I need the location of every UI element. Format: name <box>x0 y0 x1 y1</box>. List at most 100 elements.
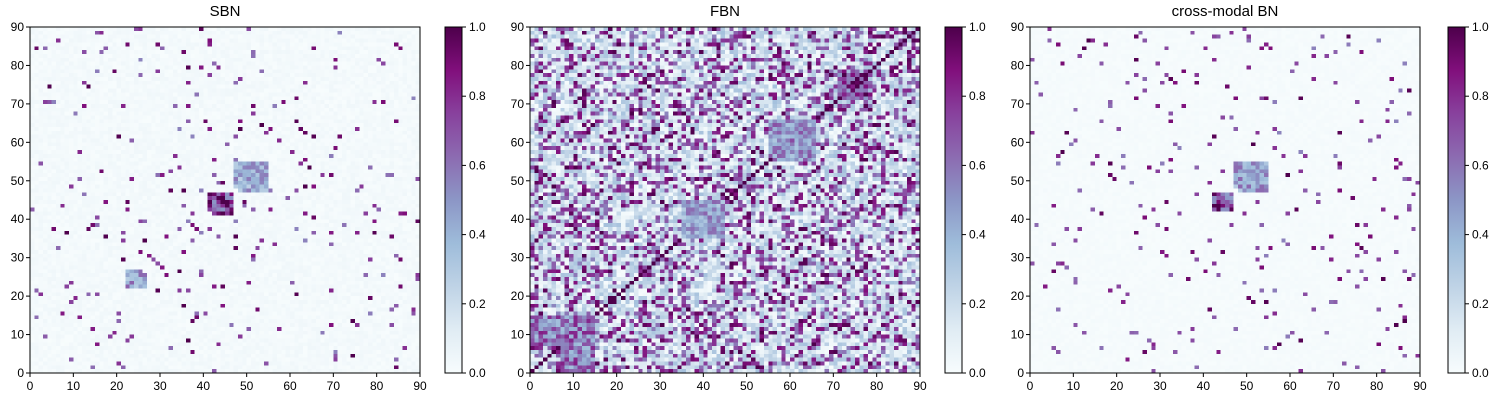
heatmap-cell <box>199 242 203 246</box>
heatmap-cell <box>329 227 333 231</box>
heatmap-cell <box>173 200 177 204</box>
heatmap-cell <box>182 158 186 162</box>
heatmap-cell <box>130 308 134 312</box>
heatmap-cell <box>117 269 121 273</box>
heatmap-cell <box>56 262 60 266</box>
heatmap-cell <box>156 177 160 181</box>
heatmap-cell <box>394 219 398 223</box>
heatmap-cell <box>303 285 307 289</box>
heatmap-cell <box>225 177 229 181</box>
heatmap-cell <box>359 327 363 331</box>
heatmap-cell <box>342 169 346 173</box>
heatmap-cell <box>316 323 320 327</box>
heatmap-cell <box>307 304 311 308</box>
heatmap-cell <box>47 188 51 192</box>
heatmap-cell <box>372 361 376 365</box>
heatmap-cell <box>186 246 190 250</box>
heatmap-cell <box>34 223 38 227</box>
heatmap-cell <box>381 296 385 300</box>
heatmap-cell <box>221 215 225 219</box>
heatmap-cell <box>394 358 398 362</box>
heatmap-cell <box>95 331 99 335</box>
heatmap-cell <box>260 327 264 331</box>
heatmap-cell <box>91 188 95 192</box>
heatmap-cell <box>251 323 255 327</box>
heatmap-cell <box>212 219 216 223</box>
heatmap-cell <box>364 235 368 239</box>
heatmap-cell <box>138 246 142 250</box>
heatmap-cell <box>364 273 368 277</box>
heatmap-cell <box>203 277 207 281</box>
heatmap-cell <box>69 227 73 231</box>
heatmap-cell <box>277 227 281 231</box>
heatmap-cell <box>381 365 385 369</box>
heatmap-cell <box>130 177 134 181</box>
heatmap-cell <box>182 212 186 216</box>
heatmap-cell <box>255 235 259 239</box>
heatmap-cell <box>125 223 129 227</box>
heatmap-cell <box>216 361 220 365</box>
heatmap-cell <box>368 223 372 227</box>
heatmap-cell <box>78 308 82 312</box>
heatmap-cell <box>377 215 381 219</box>
heatmap-cell <box>182 246 186 250</box>
heatmap-cell <box>303 269 307 273</box>
heatmap-cell <box>108 319 112 323</box>
heatmap-cell <box>247 346 251 350</box>
heatmap-cell <box>134 327 138 331</box>
heatmap-cell <box>390 350 394 354</box>
heatmap-cell <box>221 250 225 254</box>
heatmap-cell <box>320 235 324 239</box>
heatmap-cell <box>39 358 43 362</box>
heatmap-cell <box>411 331 415 335</box>
heatmap-cell <box>156 246 160 250</box>
heatmap-cell <box>73 169 77 173</box>
heatmap-cell <box>186 254 190 258</box>
heatmap-cell <box>390 215 394 219</box>
heatmap-cell <box>130 165 134 169</box>
heatmap-cell <box>86 342 90 346</box>
heatmap-cell <box>30 204 34 208</box>
heatmap-cell <box>342 265 346 269</box>
heatmap-cell <box>316 281 320 285</box>
heatmap-cell <box>359 235 363 239</box>
heatmap-cell <box>82 296 86 300</box>
heatmap-cell <box>212 292 216 296</box>
heatmap-cell <box>43 235 47 239</box>
heatmap-cell <box>82 177 86 181</box>
heatmap-cell <box>43 231 47 235</box>
heatmap-cell <box>104 277 108 281</box>
heatmap-cell <box>229 365 233 369</box>
heatmap-cell <box>65 177 69 181</box>
heatmap-cell <box>134 242 138 246</box>
heatmap-cell <box>104 200 108 204</box>
heatmap-cell <box>199 204 203 208</box>
heatmap-cell <box>359 208 363 212</box>
heatmap-cell <box>312 250 316 254</box>
heatmap-cell <box>125 235 129 239</box>
heatmap-cell <box>290 227 294 231</box>
heatmap-cell <box>186 250 190 254</box>
heatmap-cell <box>307 235 311 239</box>
heatmap-cell <box>73 215 77 219</box>
heatmap-cell <box>99 350 103 354</box>
heatmap-cell <box>411 173 415 177</box>
heatmap-cell <box>52 254 56 258</box>
heatmap-cell <box>234 288 238 292</box>
heatmap-cell <box>199 265 203 269</box>
heatmap-cell <box>351 342 355 346</box>
heatmap-cell <box>351 304 355 308</box>
heatmap-cell <box>277 242 281 246</box>
heatmap-cell <box>251 354 255 358</box>
heatmap-cell <box>398 219 402 223</box>
heatmap-cell <box>234 254 238 258</box>
heatmap-cell <box>138 169 142 173</box>
heatmap-cell <box>117 335 121 339</box>
heatmap-cell <box>238 227 242 231</box>
heatmap-cell <box>221 323 225 327</box>
heatmap-cell <box>398 331 402 335</box>
heatmap-cell <box>264 361 268 365</box>
heatmap-cell <box>104 354 108 358</box>
heatmap-cell <box>290 327 294 331</box>
heatmap-cell <box>355 227 359 231</box>
